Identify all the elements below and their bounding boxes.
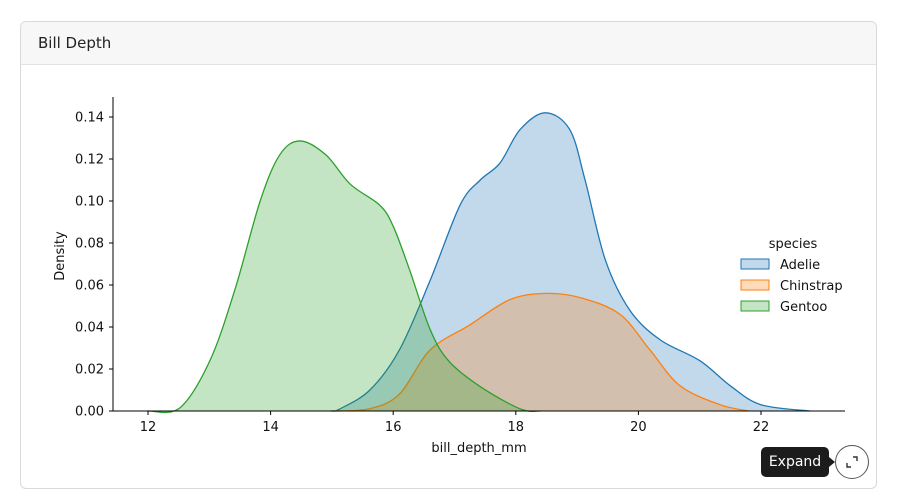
legend-label-adelie: Adelie (780, 258, 820, 273)
x-tick-label: 16 (385, 420, 402, 435)
y-tick-label: 0.10 (75, 195, 104, 210)
kde-area-adelie (331, 112, 811, 412)
expand-icon (846, 456, 858, 468)
legend-label-chinstrap: Chinstrap (780, 279, 843, 294)
kde-line-gentoo (147, 140, 541, 414)
legend: species Adelie Chinstrap Gentoo (740, 237, 843, 315)
legend-label-gentoo: Gentoo (780, 300, 827, 315)
y-tick-label: 0.02 (75, 363, 104, 378)
kde-line-chinstrap (330, 292, 749, 412)
legend-swatch-adelie (740, 258, 770, 270)
y-tick-label: 0.12 (75, 153, 104, 168)
card-title: Bill Depth (38, 34, 112, 52)
kde-area-gentoo (148, 140, 541, 413)
x-tick-label: 14 (262, 420, 279, 435)
expand-tooltip: Expand (761, 447, 835, 477)
card-header: Bill Depth (21, 22, 876, 65)
legend-swatch-gentoo (740, 300, 770, 312)
y-tick-label: 0.04 (75, 321, 104, 336)
y-tick-label: 0.08 (75, 237, 104, 252)
y-tick-label: 0.14 (75, 111, 104, 126)
y-axis-label: Density (53, 231, 68, 281)
x-axis-label: bill_depth_mm (431, 441, 526, 456)
kde-line-adelie (331, 112, 811, 412)
x-tick-label: 12 (140, 420, 157, 435)
x-tick-label: 20 (630, 420, 647, 435)
expand-button[interactable] (835, 445, 869, 479)
y-tick-label: 0.00 (75, 405, 104, 420)
y-tick-label: 0.06 (75, 279, 104, 294)
legend-swatch-chinstrap (740, 279, 770, 291)
legend-title: species (769, 237, 818, 252)
x-tick-label: 22 (753, 420, 770, 435)
kde-area-chinstrap (330, 293, 749, 411)
x-tick-label: 18 (508, 420, 525, 435)
